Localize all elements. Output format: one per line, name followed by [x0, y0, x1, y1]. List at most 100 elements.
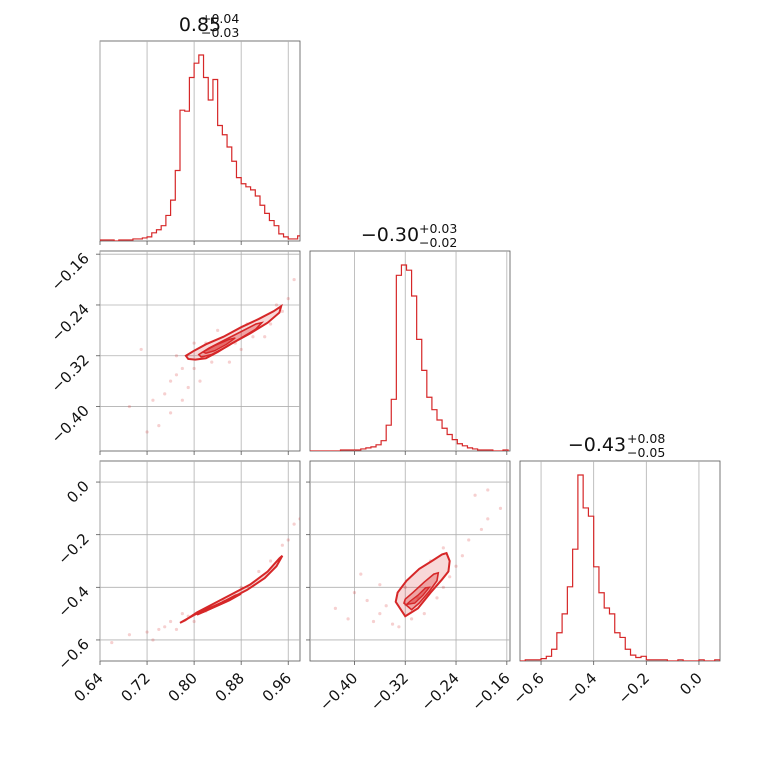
scatter-point-18	[292, 277, 296, 282]
contour-inner	[202, 601, 227, 613]
histogram-series-param-2	[310, 264, 509, 451]
panel-frame	[99, 40, 301, 242]
scatter-point-6	[168, 411, 173, 415]
scatter-point-2	[163, 392, 167, 396]
scatter-point-8	[397, 625, 401, 629]
x-tick-label: 0.64	[70, 669, 106, 705]
title-param-3: −0.43	[568, 434, 626, 456]
scatter-point-14	[251, 335, 255, 339]
scatter-point-10	[422, 612, 426, 616]
contour-inner	[201, 337, 236, 354]
scatter-point-13	[239, 347, 243, 352]
scatter-point-20	[454, 564, 458, 568]
scatter-point-23	[263, 335, 267, 339]
x-tick-label: −0.40	[316, 669, 361, 714]
title-minus-param-3: −0.05	[627, 445, 665, 460]
scatter-point-9	[192, 366, 196, 371]
scatter-point-29	[192, 341, 196, 345]
scatter-point-7	[390, 622, 395, 626]
contour-outer	[394, 551, 451, 618]
scatter-point-24	[378, 583, 382, 587]
histogram-panel-param-3: −0.43 +0.08 −0.05	[519, 431, 721, 662]
scatter-point-4	[163, 625, 167, 629]
histogram-series-param-1	[100, 54, 300, 241]
grid	[540, 461, 700, 661]
x-axis-ticks-param-3: −0.6 −0.4 −0.2 0.0	[509, 669, 705, 707]
joint-panel-param-1-vs-param-2	[99, 250, 301, 452]
title-minus-param-1: −0.03	[201, 25, 239, 40]
grid	[310, 461, 510, 661]
y-axis-ticks-param-2: −0.40 −0.32 −0.24 −0.16	[48, 249, 93, 447]
panel-frame	[309, 250, 511, 452]
scatter-point-16	[280, 309, 284, 313]
grid	[99, 461, 300, 661]
scatter-point-18	[486, 488, 490, 492]
contour-levels	[184, 303, 283, 361]
title-param-2: −0.30	[361, 224, 419, 246]
scatter-point-1	[151, 398, 155, 402]
scatter-point-13	[460, 554, 464, 558]
scatter-point-11	[210, 360, 214, 364]
scatter-point-0	[110, 640, 114, 645]
y-tick-label: −0.16	[48, 249, 93, 294]
y-tick-label: −0.24	[48, 300, 93, 345]
x-tick-label: −0.4	[562, 669, 600, 707]
title-param-1: 0.85	[179, 14, 221, 36]
scatter-point-19	[473, 493, 477, 497]
scatter-point-15	[268, 322, 273, 326]
contour-middle	[197, 321, 265, 358]
y-tick-label: −0.40	[48, 402, 93, 447]
x-tick-label: −0.24	[418, 669, 463, 714]
scatter-point-22	[145, 430, 149, 434]
scatter-point-1	[346, 617, 350, 621]
scatter-point-7	[151, 638, 155, 642]
scatter-point-11	[435, 596, 439, 600]
scatter-points	[110, 517, 300, 645]
scatter-point-7	[157, 424, 161, 428]
title-plus-param-3: +0.08	[627, 431, 665, 446]
scatter-point-14	[257, 569, 261, 574]
title-minus-param-2: −0.02	[419, 235, 457, 250]
scatter-point-18	[180, 612, 184, 616]
panel-frame	[309, 460, 511, 662]
scatter-point-5	[378, 612, 382, 616]
grid	[354, 251, 508, 451]
x-tick-label: 0.88	[212, 669, 248, 705]
scatter-point-2	[352, 590, 357, 595]
scatter-point-4	[174, 373, 179, 377]
panel-frame	[519, 460, 721, 662]
scatter-point-3	[157, 627, 161, 632]
title-plus-param-2: +0.03	[419, 221, 457, 236]
scatter-point-26	[174, 354, 179, 358]
scatter-point-1	[127, 633, 132, 637]
x-axis-ticks-param-1: 0.64 0.72 0.80 0.88 0.96	[70, 669, 295, 705]
scatter-point-9	[286, 538, 290, 542]
y-tick-label: 0.0	[63, 477, 93, 507]
scatter-point-14	[467, 538, 471, 542]
x-tick-label: 0.80	[165, 669, 201, 705]
x-tick-label: −0.2	[615, 669, 653, 707]
scatter-point-23	[403, 585, 407, 589]
histogram-panel-param-2: −0.30 +0.03 −0.02	[309, 221, 511, 452]
scatter-point-2	[145, 630, 149, 634]
histogram-panel-param-1: 0.85 +0.04 −0.03	[99, 11, 301, 242]
scatter-point-27	[441, 546, 445, 550]
x-tick-label: −0.16	[468, 669, 513, 714]
scatter-point-12	[227, 360, 232, 364]
scatter-point-3	[365, 598, 369, 603]
scatter-point-0	[139, 347, 143, 352]
scatter-point-15	[479, 527, 484, 532]
contour-levels	[179, 554, 284, 624]
contour-inner	[404, 586, 432, 606]
scatter-points	[127, 277, 296, 434]
contour-levels	[394, 551, 451, 618]
scatter-point-21	[441, 585, 445, 589]
scatter-point-12	[280, 543, 284, 547]
x-tick-label: −0.6	[509, 669, 547, 707]
x-tick-label: 0.96	[259, 669, 295, 705]
scatter-point-13	[268, 559, 273, 563]
joint-panel-param-2-vs-param-3	[309, 460, 511, 662]
histogram-series-param-3	[520, 474, 720, 661]
x-axis-ticks-param-2: −0.40 −0.32 −0.24 −0.16	[316, 669, 514, 714]
